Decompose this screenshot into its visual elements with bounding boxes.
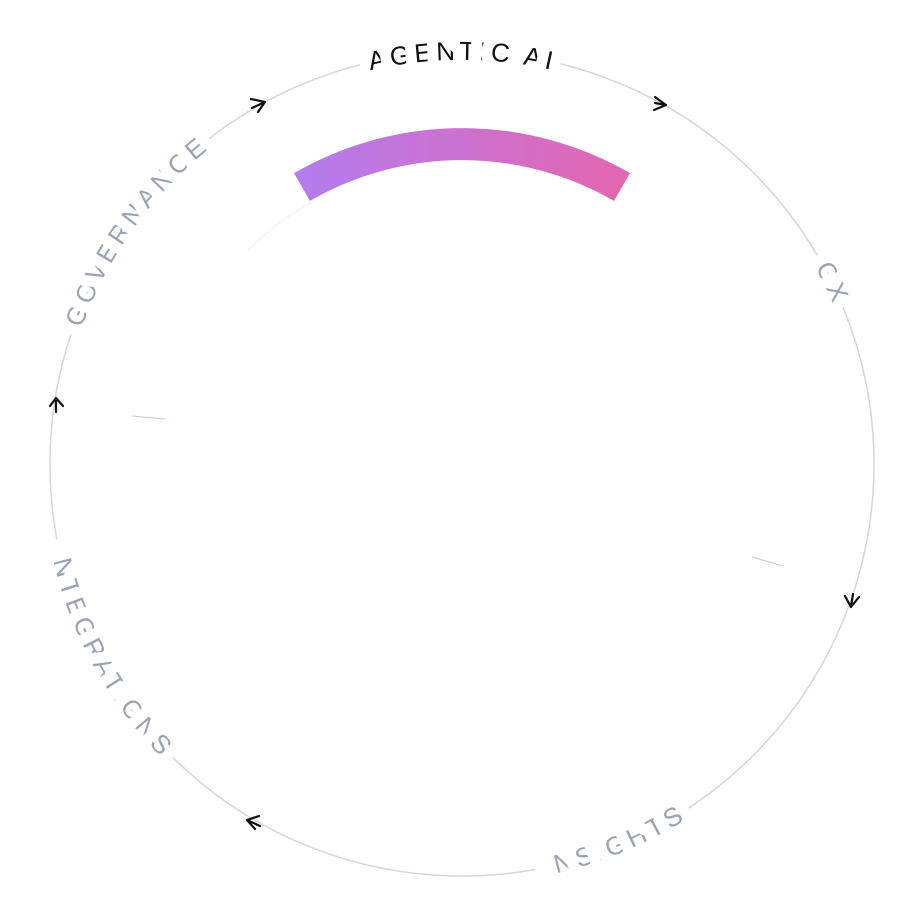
arrow (245, 814, 262, 831)
arrows (48, 95, 861, 831)
label-cx: CX (810, 256, 856, 309)
arrow (843, 592, 861, 609)
faint-tick (751, 556, 784, 567)
faint-tick (131, 415, 166, 420)
arrow (249, 97, 267, 114)
label-governance: GOVERNANCE (59, 129, 215, 330)
arrow (48, 396, 65, 414)
active-arc (294, 128, 630, 201)
label-agentic-ai: AGENTIC AI (365, 36, 559, 77)
label-insights: INSIGHTS (540, 798, 691, 882)
label-integrations: INTEGRATIONS (45, 544, 181, 763)
arrow (652, 95, 668, 112)
outer-ring (49, 51, 875, 877)
faint-arc (247, 199, 316, 251)
